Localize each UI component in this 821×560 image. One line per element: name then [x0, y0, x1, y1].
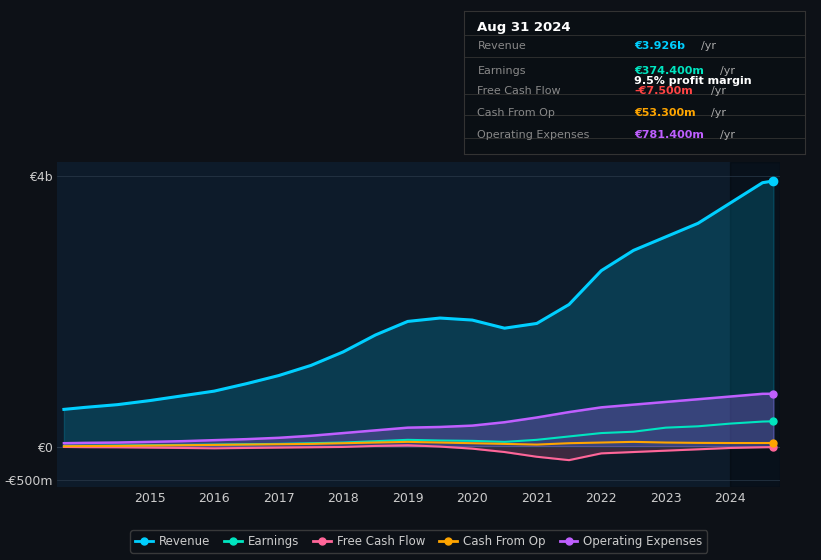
Text: -€7.500m: -€7.500m	[635, 86, 693, 96]
Text: Free Cash Flow: Free Cash Flow	[478, 86, 561, 96]
Text: Aug 31 2024: Aug 31 2024	[478, 21, 571, 34]
Text: €781.400m: €781.400m	[635, 130, 704, 140]
Text: Operating Expenses: Operating Expenses	[478, 130, 589, 140]
Text: /yr: /yr	[720, 130, 735, 140]
Text: /yr: /yr	[701, 41, 716, 51]
Text: Earnings: Earnings	[478, 66, 526, 76]
Bar	[731, 162, 780, 487]
Text: /yr: /yr	[710, 86, 726, 96]
Text: /yr: /yr	[710, 108, 726, 118]
Legend: Revenue, Earnings, Free Cash Flow, Cash From Op, Operating Expenses: Revenue, Earnings, Free Cash Flow, Cash …	[131, 530, 707, 553]
Text: €3.926b: €3.926b	[635, 41, 686, 51]
Text: €53.300m: €53.300m	[635, 108, 696, 118]
Text: 9.5% profit margin: 9.5% profit margin	[635, 76, 752, 86]
Text: Revenue: Revenue	[478, 41, 526, 51]
Text: Cash From Op: Cash From Op	[478, 108, 555, 118]
Text: €374.400m: €374.400m	[635, 66, 704, 76]
Text: /yr: /yr	[720, 66, 735, 76]
